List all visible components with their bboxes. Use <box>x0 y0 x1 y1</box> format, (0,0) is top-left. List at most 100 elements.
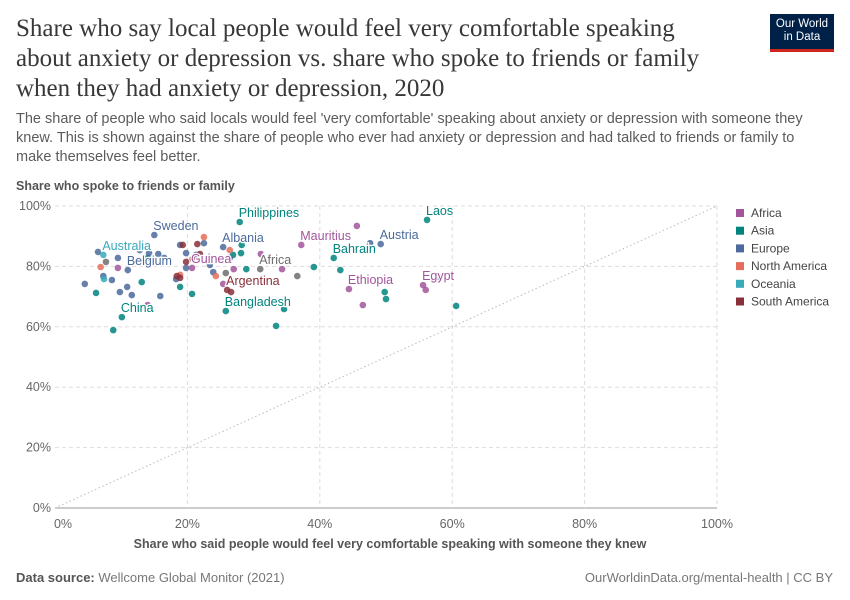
x-tick-label: 60% <box>440 517 465 531</box>
point-label: Egypt <box>422 269 454 283</box>
data-point <box>219 280 227 288</box>
data-point <box>102 258 110 266</box>
source-label: Data source: <box>16 570 95 585</box>
x-tick-label: 20% <box>175 517 200 531</box>
data-point <box>297 241 305 249</box>
legend-swatch <box>736 226 744 235</box>
x-axis-label: Share who said people would feel very co… <box>133 537 647 551</box>
data-point <box>118 313 126 321</box>
data-point <box>256 265 264 273</box>
data-point <box>194 240 201 248</box>
data-point <box>160 254 168 262</box>
data-point <box>219 243 227 251</box>
data-point <box>216 256 224 264</box>
data-point <box>359 301 367 309</box>
x-tick-label: 80% <box>572 517 597 531</box>
data-point <box>206 261 214 269</box>
point-label: Philippines <box>239 206 299 220</box>
data-point <box>280 305 288 313</box>
data-point <box>151 231 158 239</box>
legend-swatch <box>736 209 744 217</box>
license-link[interactable]: OurWorldinData.org/mental-health | CC BY <box>584 570 833 585</box>
data-point <box>212 272 220 280</box>
data-point <box>227 288 235 296</box>
data-point <box>337 266 344 274</box>
data-point <box>188 290 196 298</box>
data-point <box>293 272 301 280</box>
point-label: Guinea <box>191 252 231 266</box>
chart-subtitle: The share of people who said locals woul… <box>16 111 803 165</box>
y-tick-label: 40% <box>26 380 51 394</box>
legend-swatch <box>736 244 744 253</box>
data-point <box>345 285 353 293</box>
x-tick-label: 0% <box>54 517 72 531</box>
data-point <box>81 280 89 288</box>
data-point <box>452 302 460 310</box>
data-point <box>108 276 116 284</box>
point-label: Bangladesh <box>225 295 291 309</box>
data-point <box>353 222 361 230</box>
data-point <box>196 250 204 258</box>
data-point <box>100 251 107 259</box>
legend-item: Europe <box>751 241 790 255</box>
point-label: Argentina <box>226 274 280 288</box>
data-point <box>92 289 100 297</box>
data-point <box>138 278 146 286</box>
data-point <box>200 239 208 247</box>
data-point <box>124 266 132 274</box>
y-tick-label: 100% <box>19 199 51 213</box>
point-label: Bahrain <box>333 242 376 256</box>
data-point <box>237 249 245 257</box>
data-source: Data source: Wellcome Global Monitor (20… <box>16 570 285 585</box>
data-point <box>435 273 443 281</box>
data-point <box>381 288 388 296</box>
data-point <box>116 288 124 296</box>
data-point <box>173 272 181 280</box>
point-label: Austria <box>380 228 419 242</box>
point-label: China <box>121 301 154 315</box>
y-tick-label: 60% <box>26 320 51 334</box>
data-point <box>128 291 136 299</box>
data-point <box>182 249 190 257</box>
x-tick-label: 100% <box>701 517 733 531</box>
point-label: Ethiopia <box>348 273 393 287</box>
y-tick-label: 20% <box>26 441 51 455</box>
point-label: Albania <box>222 231 264 245</box>
data-point <box>179 241 187 249</box>
legend-item: Africa <box>751 206 782 220</box>
data-point <box>330 254 338 262</box>
point-label: Australia <box>102 239 151 253</box>
data-point <box>222 269 230 277</box>
legend-swatch <box>736 262 744 271</box>
data-point <box>236 218 243 226</box>
data-point <box>366 239 374 247</box>
data-point <box>188 264 196 272</box>
data-point <box>272 322 280 330</box>
data-point <box>182 264 190 272</box>
data-point <box>109 326 117 334</box>
legend-item: South America <box>751 295 829 309</box>
data-point <box>114 264 122 272</box>
legend-swatch <box>736 297 744 306</box>
data-point <box>278 265 286 273</box>
legend-item: Oceania <box>751 277 796 291</box>
data-point <box>123 283 131 291</box>
reference-line-y-equals-x <box>54 205 718 509</box>
point-label: Belgium <box>127 254 172 268</box>
data-point <box>423 216 431 224</box>
data-point <box>419 281 427 289</box>
data-point <box>97 263 104 271</box>
data-point <box>145 249 153 257</box>
data-point <box>230 265 238 273</box>
y-axis-label: Share who spoke to friends or family <box>16 179 235 193</box>
data-point <box>154 250 162 258</box>
data-point <box>422 286 430 294</box>
data-point <box>100 275 108 283</box>
point-label: Laos <box>426 204 453 218</box>
y-tick-label: 0% <box>33 501 51 515</box>
owid-logo[interactable]: Our World in Data <box>770 14 834 52</box>
data-point <box>382 295 390 303</box>
source-text[interactable]: Wellcome Global Monitor (2021) <box>98 570 285 585</box>
